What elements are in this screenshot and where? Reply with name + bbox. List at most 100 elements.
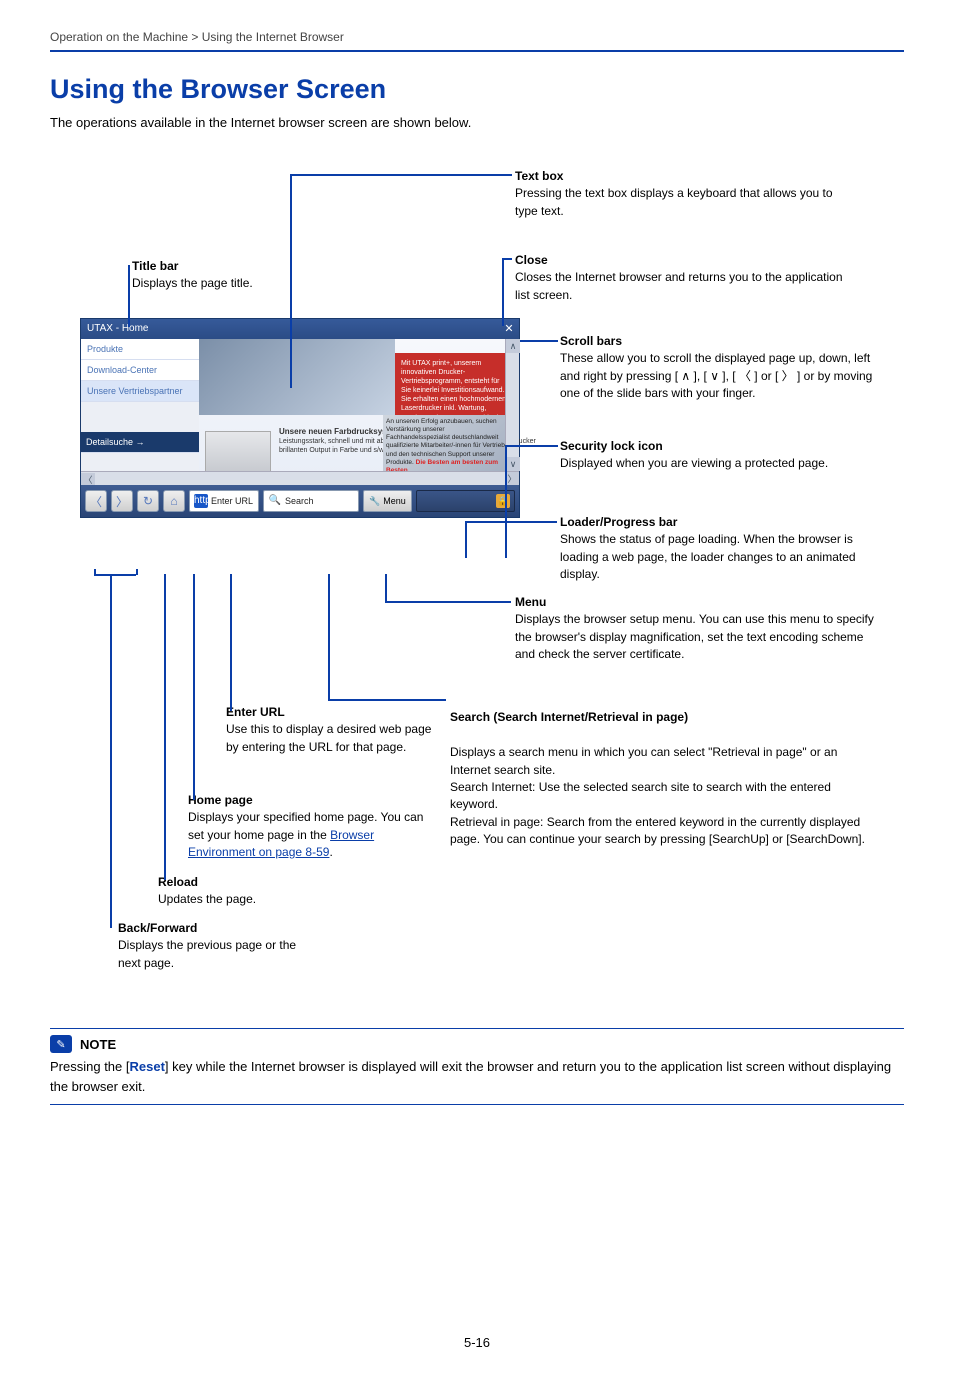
leader-line [94, 569, 96, 575]
leader-line [164, 574, 166, 880]
security-lock-icon: 🔒 [496, 494, 510, 508]
leader-line [110, 574, 112, 928]
label-title: Scroll bars [560, 334, 622, 348]
scroll-down-icon[interactable]: ∨ [506, 457, 520, 471]
label-title: Search (Search Internet/Retrieval in pag… [450, 710, 688, 724]
label-body: Displays the browser setup menu. You can… [515, 612, 874, 661]
loader-progress-bar: 🔒 [416, 490, 515, 512]
nav-item[interactable]: Download-Center [81, 360, 199, 381]
leader-line [522, 521, 557, 523]
note-icon: ✎ [50, 1035, 72, 1053]
horizontal-scrollbar[interactable]: 〈 〉 [81, 471, 519, 485]
search-icon: 🔍 [268, 494, 282, 508]
label-home-page: Home page Displays your specified home p… [188, 792, 438, 862]
label-scroll-bars: Scroll bars These allow you to scroll th… [560, 333, 880, 403]
intro-text: The operations available in the Internet… [50, 115, 904, 130]
leader-line [230, 574, 232, 711]
label-body: Displays the page title. [132, 276, 253, 290]
leader-line [465, 521, 523, 523]
wrench-icon: 🔧 [369, 496, 380, 507]
label-title: Security lock icon [560, 439, 663, 453]
label-text-box: Text box Pressing the text box displays … [515, 168, 855, 220]
menu-button[interactable]: 🔧 Menu [363, 490, 412, 512]
leader-line [136, 569, 138, 575]
enter-url-label: Enter URL [211, 496, 253, 506]
label-title: Menu [515, 595, 546, 609]
search-field[interactable]: 🔍 Search [263, 490, 359, 512]
leader-line [193, 574, 195, 800]
browser-toolbar: 〈 〉 ↻ ⌂ http Enter URL 🔍 Search 🔧 Menu 🔒 [81, 485, 519, 517]
forward-button[interactable]: 〉 [111, 490, 133, 512]
label-title: Text box [515, 169, 563, 183]
label-title: Home page [188, 793, 253, 807]
note-title: NOTE [80, 1037, 116, 1052]
label-body: Displays the previous page or the next p… [118, 938, 296, 969]
leader-line [502, 258, 504, 326]
label-security-lock: Security lock icon Displayed when you ar… [560, 438, 880, 473]
leader-line [505, 445, 521, 447]
label-body: Displayed when you are viewing a protect… [560, 456, 828, 470]
title-bar-text: UTAX - Home [87, 323, 149, 334]
page-title: Using the Browser Screen [50, 74, 904, 105]
leader-line [505, 445, 507, 558]
label-body: Closes the Internet browser and returns … [515, 270, 843, 301]
label-body: Use this to display a desired web page b… [226, 722, 431, 753]
label-title: Title bar [132, 259, 178, 273]
breadcrumb: Operation on the Machine > Using the Int… [50, 30, 904, 44]
label-body: Shows the status of page loading. When t… [560, 532, 856, 581]
label-title-bar: Title bar Displays the page title. [132, 258, 322, 293]
leader-line [502, 258, 512, 260]
leader-line [328, 574, 330, 699]
browser-mock: UTAX - Home ✕ Produkte Download-Center U… [80, 318, 520, 518]
title-bar: UTAX - Home ✕ [81, 319, 519, 339]
nav-item[interactable]: Unsere Vertriebspartner [81, 381, 199, 402]
label-search: Search (Search Internet/Retrieval in pag… [450, 692, 875, 849]
label-title: Loader/Progress bar [560, 515, 677, 529]
label-title: Enter URL [226, 705, 285, 719]
leader-line [128, 265, 130, 327]
note-header: ✎ NOTE [50, 1035, 904, 1053]
detail-search-box[interactable]: Detailsuche → [81, 432, 199, 453]
leader-line [385, 601, 511, 603]
label-title: Back/Forward [118, 921, 197, 935]
http-icon: http [194, 494, 208, 508]
reset-key: Reset [130, 1059, 165, 1074]
top-rule [50, 50, 904, 52]
leader-line [290, 174, 512, 176]
side-nav: Produkte Download-Center Unsere Vertrieb… [81, 339, 199, 453]
label-body: Displays a search menu in which you can … [450, 745, 865, 846]
label-back-forward: Back/Forward Displays the previous page … [118, 920, 298, 972]
label-close: Close Closes the Internet browser and re… [515, 252, 855, 304]
leader-line [328, 699, 446, 701]
nav-item[interactable]: Produkte [81, 339, 199, 360]
close-icon[interactable]: ✕ [502, 322, 516, 336]
enter-url-field[interactable]: http Enter URL [189, 490, 259, 512]
leader-line [94, 574, 136, 576]
menu-label: Menu [383, 496, 406, 506]
scroll-up-icon[interactable]: ∧ [506, 339, 520, 353]
label-reload: Reload Updates the page. [158, 874, 358, 909]
back-button[interactable]: 〈 [85, 490, 107, 512]
label-body: Updates the page. [158, 892, 256, 906]
page-number: 5-16 [50, 1335, 904, 1350]
label-title: Close [515, 253, 548, 267]
diagram: UTAX - Home ✕ Produkte Download-Center U… [50, 158, 900, 1008]
label-body: Displays your specified home page. You c… [188, 810, 423, 841]
label-loader: Loader/Progress bar Shows the status of … [560, 514, 880, 584]
label-body: Pressing the text box displays a keyboar… [515, 186, 833, 217]
hero-photo [199, 339, 395, 415]
reload-button[interactable]: ↻ [137, 490, 159, 512]
home-button[interactable]: ⌂ [163, 490, 185, 512]
label-menu: Menu Displays the browser setup menu. Yo… [515, 594, 875, 664]
vertical-scrollbar[interactable]: ∧ ∨ [505, 339, 519, 471]
leader-line [520, 340, 558, 342]
leader-line [520, 445, 558, 447]
label-enter-url: Enter URL Use this to display a desired … [226, 704, 436, 756]
note-pre: Pressing the [ [50, 1059, 130, 1074]
note-body: Pressing the [Reset] key while the Inter… [50, 1057, 904, 1096]
note-rule-bottom [50, 1104, 904, 1105]
note-rule-top [50, 1028, 904, 1029]
scroll-right-icon[interactable]: 〉 [505, 472, 519, 486]
search-label: Search [285, 496, 314, 506]
label-body: These allow you to scroll the displayed … [560, 351, 872, 400]
